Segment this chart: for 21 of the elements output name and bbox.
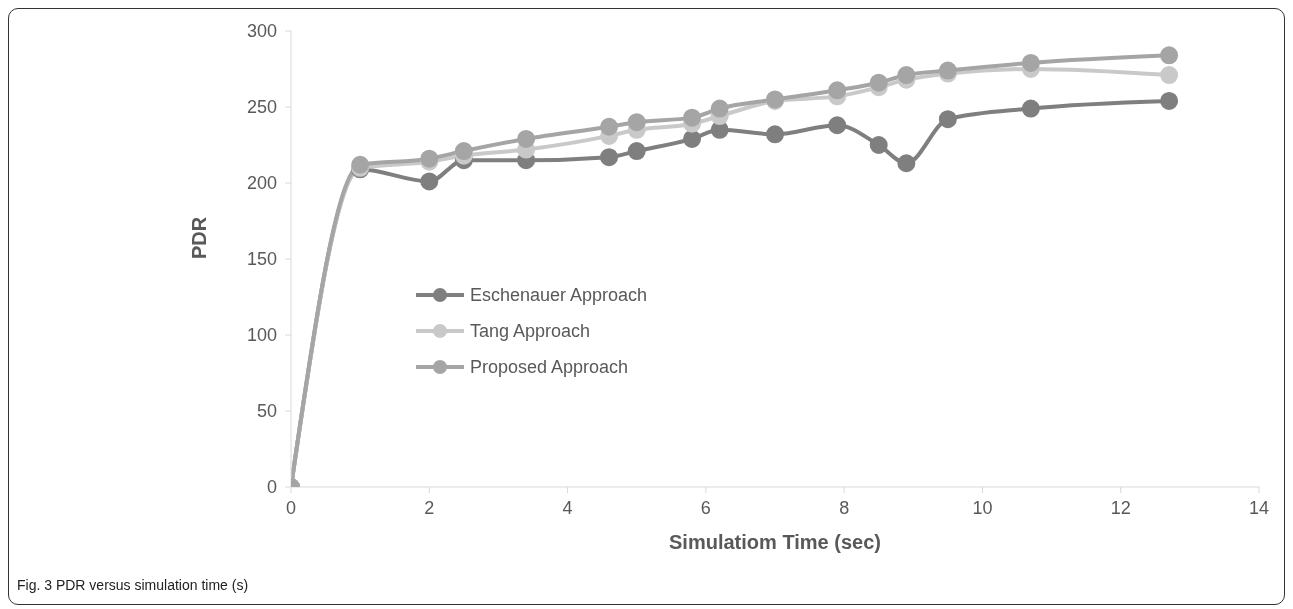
y-tick-label: 100 [246,325,277,346]
caption: Fig. 3 PDR versus simulation time (s) [17,577,249,593]
x-tick-label: 6 [700,497,711,518]
x-tick-label: 2 [424,497,435,518]
y-tick-label: 150 [246,249,277,270]
x-tick-label: 10 [972,497,993,518]
y-tick-label: 250 [246,97,277,118]
y-tick-label: 0 [266,477,277,498]
x-tick-label: 12 [1110,497,1131,518]
x-tick-label: 14 [1248,497,1270,518]
x-tick-label: 4 [562,497,573,518]
y-tick-label: 300 [246,21,277,42]
legend-label: Tang Approach [470,320,591,342]
y-tick-label: 50 [256,401,277,422]
x-tick-label: 0 [285,497,297,518]
x-axis-title: Simulatiom Time (sec) [669,531,881,553]
y-axis-title: PDR [188,216,211,259]
x-tick-label: 8 [839,497,850,518]
y-tick-label: 200 [246,173,277,194]
legend-label: Eschenauer Approach [470,284,648,306]
legend-label: Proposed Approach [470,356,629,378]
